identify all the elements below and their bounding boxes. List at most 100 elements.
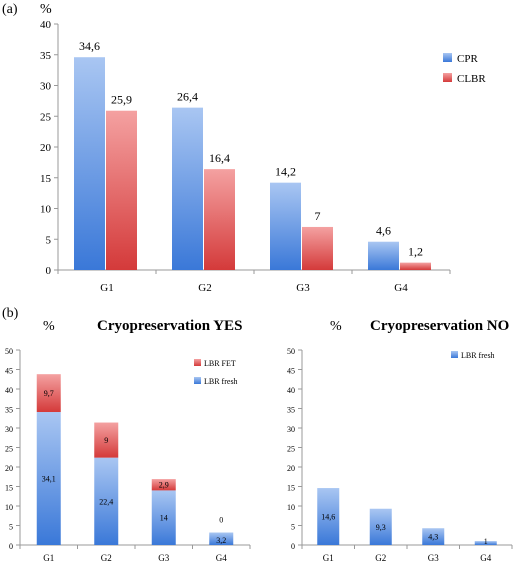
panel-b-right-x-tick-label: G3 [428, 553, 439, 562]
panel-b-left-y-tick-label: 35 [5, 406, 13, 415]
panel-a-data-label: 1,2 [408, 245, 423, 259]
panel-b-left-bar-lbr-fresh [94, 457, 119, 545]
panel-b-right-data-label: 14,6 [321, 513, 335, 522]
panel-b-left-y-tick-label: 45 [5, 367, 13, 376]
panel-b-right-x-tick-label: G4 [480, 553, 491, 562]
panel-b-right-bar-lbr-fresh [474, 541, 497, 545]
panel-a-data-label: 26,4 [177, 90, 198, 104]
panel-a-legend-swatch-cpr [443, 53, 452, 62]
panel-b-right-y-tick-label: 40 [287, 386, 295, 395]
panel-b-left-bar-lbr-fet [94, 422, 119, 458]
panel-b-right-ylabel: % [330, 319, 342, 334]
panel-b-left-y-tick-label: 20 [5, 464, 13, 473]
panel-b-left-data-label-fet: 9,7 [44, 389, 54, 398]
panel-b-left-x-tick-label: G3 [158, 553, 169, 562]
panel-a-x-tick-label: G1 [100, 282, 113, 294]
panel-a-bar-clbr [400, 262, 431, 270]
panel-b-left-title: Cryopreservation YES [97, 318, 242, 334]
panel-a-data-label: 14,2 [275, 165, 296, 179]
panel-a-bar-cpr [368, 241, 399, 270]
panel-a-y-tick-label: 25 [40, 111, 52, 123]
panel-b-right-data-label: 4,3 [428, 533, 438, 542]
panel-a-y-tick-label: 15 [40, 173, 52, 185]
panel-a-y-tick-label: 0 [46, 265, 52, 277]
panel-a-bar-cpr [172, 107, 203, 270]
panel-b-left-data-label-fresh: 3,2 [216, 536, 226, 545]
panel-a-label: (a) [2, 2, 18, 17]
panel-b-right-y-tick-label: 25 [287, 445, 295, 454]
panel-b-right-legend-swatch-lbr-fresh [451, 351, 458, 358]
panel-a-ylabel: % [40, 2, 52, 17]
panel-a-bar-clbr [302, 226, 333, 270]
panel-a-y-tick-label: 10 [40, 204, 52, 216]
panel-b-right-y-tick-label: 45 [287, 367, 295, 376]
panel-b-left-y-tick-label: 25 [5, 445, 13, 454]
panel-b-right-y-tick-label: 35 [287, 406, 295, 415]
panel-a-y-tick-label: 35 [40, 50, 52, 62]
panel-b-left-data-label-fet: 2,9 [159, 481, 169, 490]
panel-a-data-label: 4,6 [376, 224, 391, 238]
panel-b-left-legend-swatch-lbr-fet [194, 359, 201, 366]
panel-b-left-y-tick-label: 5 [9, 523, 13, 532]
panel-b-left-y-tick-label: 10 [5, 503, 13, 512]
panel-b-left-bar-lbr-fet [151, 479, 176, 491]
panel-b-right-data-label: 9,3 [376, 523, 386, 532]
panel-a-legend-swatch-clbr [443, 73, 452, 82]
panel-b-left-legend-lbr-fet: LBR FET [204, 359, 236, 368]
panel-b-left-data-label-fresh: 14 [160, 514, 168, 523]
panel-b-right-y-tick-label: 5 [291, 523, 295, 532]
panel-a-x-tick-label: G2 [198, 282, 211, 294]
panel-b-right-y-tick-label: 15 [287, 484, 295, 493]
panel-a-bar-cpr [270, 182, 301, 270]
panel-b-left-data-label-fresh: 34,1 [42, 475, 56, 484]
panel-a-y-tick-label: 40 [40, 19, 52, 31]
panel-a-bar-clbr [106, 110, 137, 270]
panel-b-right-bar-lbr-fresh [422, 528, 445, 545]
panel-b-left-x-tick-label: G4 [216, 553, 227, 562]
panel-b-left-data-label-fet: 9 [104, 436, 108, 445]
panel-b-left-x-tick-label: G2 [101, 553, 112, 562]
panel-a-data-label: 25,9 [111, 93, 132, 107]
panel-a-bar-cpr [74, 57, 105, 271]
panel-b-left-bar-lbr-fet [36, 374, 61, 413]
panel-b-right-data-label: 1 [484, 537, 488, 546]
panel-b-right-legend-lbr-fresh: LBR fresh [461, 351, 495, 360]
panel-b-right-bar-lbr-fresh [369, 508, 392, 545]
panel-b-right-x-tick-label: G2 [375, 553, 386, 562]
panel-b-left-y-tick-label: 40 [5, 386, 13, 395]
panel-b-right-y-tick-label: 30 [287, 425, 295, 434]
panel-b-left-bar-lbr-fresh [151, 490, 176, 545]
panel-b-right-y-tick-label: 10 [287, 503, 295, 512]
panel-b-left-y-tick-label: 0 [9, 542, 13, 551]
panel-a-data-label: 34,6 [79, 39, 100, 53]
panel-a-legend-clbr: CLBR [457, 73, 486, 85]
panel-a-x-tick-label: G4 [394, 282, 408, 294]
panel-b-right-y-tick-label: 0 [291, 542, 295, 551]
panel-b-left-legend-lbr-fresh: LBR fresh [204, 377, 238, 386]
panel-b-left-x-tick-label: G1 [43, 553, 54, 562]
panel-b-label: (b) [2, 306, 19, 321]
panel-b-right-x-tick-label: G1 [323, 553, 334, 562]
panel-a-x-tick-label: G3 [296, 282, 310, 294]
panel-a-bar-clbr [204, 169, 235, 270]
panel-a-data-label: 16,4 [209, 151, 230, 165]
panel-b-left-ylabel: % [43, 319, 55, 334]
panel-b-right-y-tick-label: 20 [287, 464, 295, 473]
panel-b-right-bar-lbr-fresh [317, 488, 340, 545]
panel-a-y-tick-label: 20 [40, 142, 52, 154]
panel-a-y-tick-label: 30 [40, 81, 52, 93]
panel-b-left-data-label-fet: 0 [219, 516, 223, 525]
panel-b-left-y-tick-label: 50 [5, 347, 13, 356]
panel-b-left-legend-swatch-lbr-fresh [194, 377, 201, 384]
panel-a-y-tick-label: 5 [46, 234, 52, 246]
panel-b-left-y-tick-label: 30 [5, 425, 13, 434]
panel-b-left-y-tick-label: 15 [5, 484, 13, 493]
panel-b-left-bar-lbr-fresh [36, 412, 61, 545]
panel-a-legend-cpr: CPR [457, 53, 478, 65]
panel-b-left-data-label-fresh: 22,4 [99, 497, 113, 506]
panel-b-right-y-tick-label: 50 [287, 347, 295, 356]
panel-b-right-title: Cryopreservation NO [370, 318, 509, 334]
panel-a-data-label: 7 [315, 209, 321, 223]
panel-b-left-bar-lbr-fresh [209, 532, 234, 545]
